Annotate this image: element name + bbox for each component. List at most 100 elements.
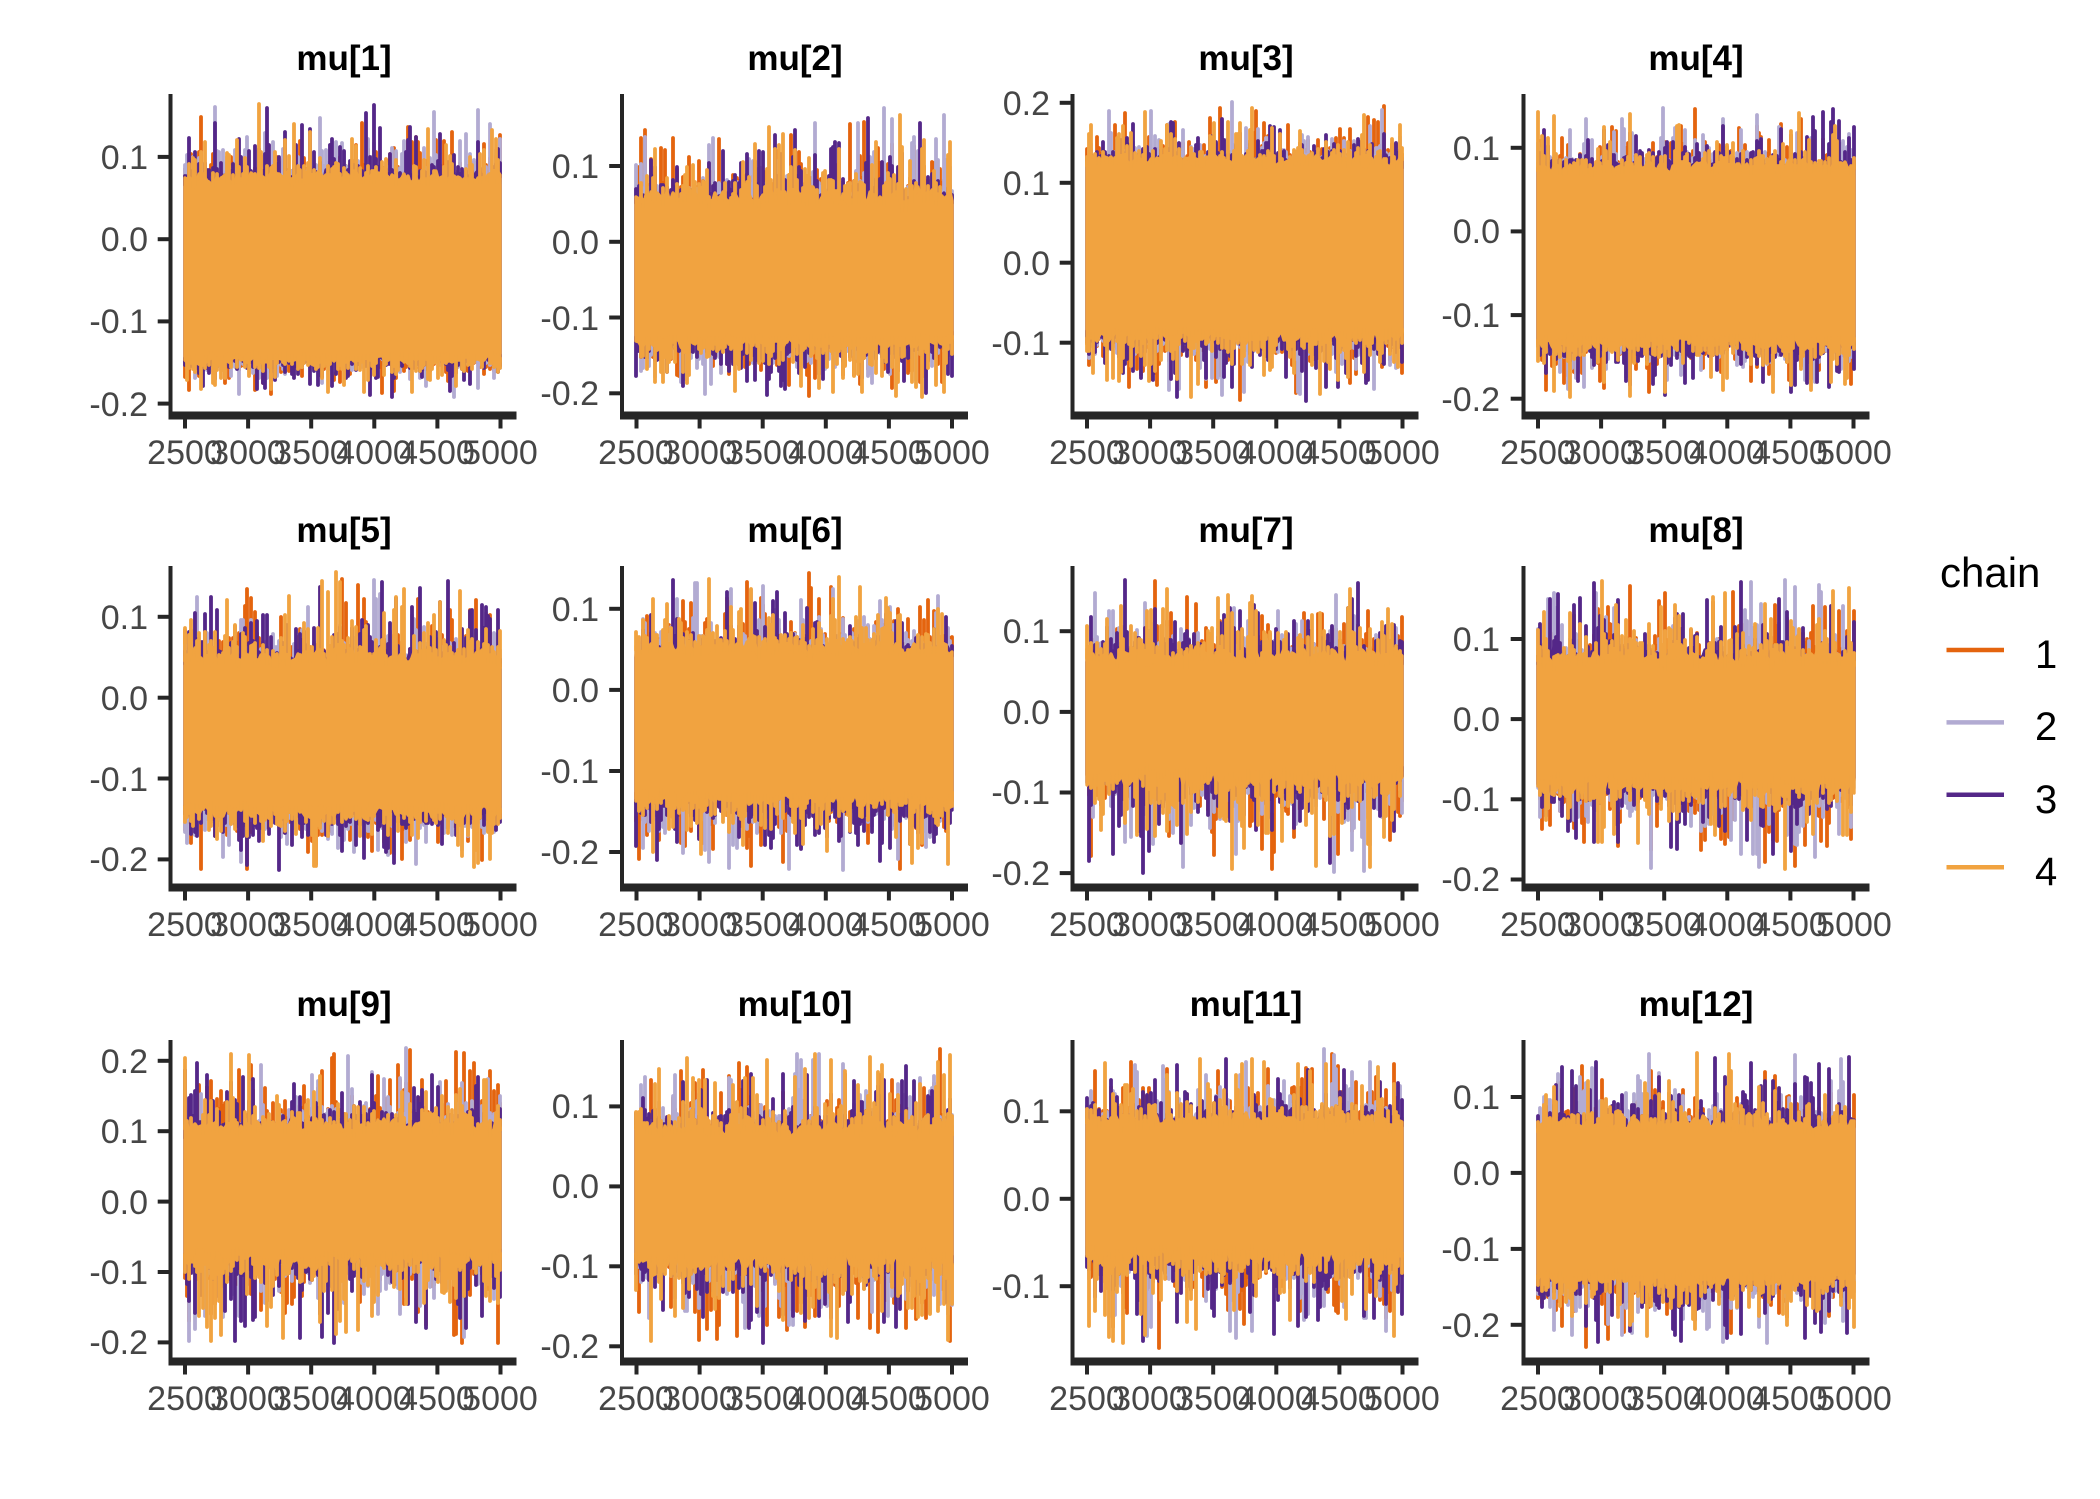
svg-text:-0.1: -0.1 bbox=[1441, 1231, 1500, 1269]
svg-text:3000: 3000 bbox=[1112, 434, 1188, 472]
svg-text:4000: 4000 bbox=[1238, 434, 1314, 472]
svg-text:0.1: 0.1 bbox=[1003, 165, 1050, 203]
svg-text:5000: 5000 bbox=[462, 434, 538, 472]
svg-text:4000: 4000 bbox=[788, 1380, 864, 1418]
svg-text:3000: 3000 bbox=[210, 434, 286, 472]
svg-text:0.0: 0.0 bbox=[1453, 701, 1500, 739]
svg-text:0.1: 0.1 bbox=[1003, 613, 1050, 651]
svg-text:5000: 5000 bbox=[914, 1380, 990, 1418]
svg-text:3500: 3500 bbox=[1175, 906, 1251, 944]
svg-text:3000: 3000 bbox=[1563, 906, 1639, 944]
svg-text:2500: 2500 bbox=[598, 434, 674, 472]
svg-text:4000: 4000 bbox=[336, 434, 412, 472]
svg-text:3500: 3500 bbox=[273, 1380, 349, 1418]
svg-text:-0.1: -0.1 bbox=[1441, 781, 1500, 819]
svg-text:0.1: 0.1 bbox=[552, 591, 599, 629]
svg-text:chain: chain bbox=[1940, 549, 2040, 596]
svg-text:mu[7]: mu[7] bbox=[1198, 511, 1293, 550]
svg-text:2500: 2500 bbox=[1049, 906, 1125, 944]
svg-text:3000: 3000 bbox=[210, 1380, 286, 1418]
svg-text:3500: 3500 bbox=[1626, 1380, 1702, 1418]
svg-text:3: 3 bbox=[2035, 778, 2057, 822]
svg-text:2: 2 bbox=[2035, 705, 2057, 749]
svg-text:0.1: 0.1 bbox=[1003, 1093, 1050, 1131]
svg-text:0.0: 0.0 bbox=[1003, 245, 1050, 283]
svg-text:-0.1: -0.1 bbox=[89, 1254, 148, 1292]
svg-text:3000: 3000 bbox=[662, 906, 738, 944]
svg-text:4500: 4500 bbox=[399, 434, 475, 472]
svg-text:-0.1: -0.1 bbox=[991, 325, 1050, 363]
svg-text:2500: 2500 bbox=[147, 1380, 223, 1418]
svg-text:4: 4 bbox=[2035, 850, 2057, 894]
svg-text:-0.1: -0.1 bbox=[89, 303, 148, 341]
svg-text:-0.1: -0.1 bbox=[540, 753, 599, 791]
svg-text:-0.1: -0.1 bbox=[1441, 297, 1500, 335]
svg-text:0.0: 0.0 bbox=[101, 680, 148, 718]
svg-text:5000: 5000 bbox=[914, 906, 990, 944]
svg-text:0.1: 0.1 bbox=[552, 1088, 599, 1126]
svg-text:-0.2: -0.2 bbox=[1441, 861, 1500, 899]
svg-text:3500: 3500 bbox=[1175, 1380, 1251, 1418]
svg-text:4500: 4500 bbox=[1752, 1380, 1828, 1418]
svg-text:0.0: 0.0 bbox=[1453, 213, 1500, 251]
svg-text:0.1: 0.1 bbox=[552, 148, 599, 186]
svg-text:5000: 5000 bbox=[1816, 906, 1892, 944]
svg-text:-0.1: -0.1 bbox=[540, 1248, 599, 1286]
svg-text:-0.1: -0.1 bbox=[991, 1268, 1050, 1306]
svg-text:2500: 2500 bbox=[1500, 906, 1576, 944]
svg-text:3500: 3500 bbox=[725, 906, 801, 944]
svg-text:3500: 3500 bbox=[273, 434, 349, 472]
svg-text:-0.2: -0.2 bbox=[89, 1324, 148, 1362]
svg-text:0.0: 0.0 bbox=[1453, 1155, 1500, 1193]
svg-text:2500: 2500 bbox=[1049, 1380, 1125, 1418]
svg-text:0.0: 0.0 bbox=[552, 1168, 599, 1206]
svg-text:3500: 3500 bbox=[1626, 906, 1702, 944]
svg-text:3500: 3500 bbox=[1175, 434, 1251, 472]
svg-text:4500: 4500 bbox=[1301, 906, 1377, 944]
svg-text:0.0: 0.0 bbox=[552, 672, 599, 710]
svg-text:0.1: 0.1 bbox=[1453, 130, 1500, 168]
svg-text:2500: 2500 bbox=[1049, 434, 1125, 472]
svg-text:mu[11]: mu[11] bbox=[1190, 985, 1303, 1024]
svg-text:mu[2]: mu[2] bbox=[747, 39, 842, 78]
svg-text:4500: 4500 bbox=[1301, 434, 1377, 472]
svg-text:-0.2: -0.2 bbox=[991, 855, 1050, 893]
svg-text:mu[9]: mu[9] bbox=[296, 985, 391, 1024]
svg-text:5000: 5000 bbox=[1816, 434, 1892, 472]
svg-text:-0.1: -0.1 bbox=[89, 761, 148, 799]
svg-text:4000: 4000 bbox=[788, 434, 864, 472]
svg-text:2500: 2500 bbox=[1500, 1380, 1576, 1418]
svg-text:5000: 5000 bbox=[1364, 1380, 1440, 1418]
svg-text:5000: 5000 bbox=[1816, 1380, 1892, 1418]
svg-text:4500: 4500 bbox=[1301, 1380, 1377, 1418]
svg-text:mu[1]: mu[1] bbox=[296, 39, 391, 78]
svg-text:4500: 4500 bbox=[1752, 434, 1828, 472]
svg-text:3000: 3000 bbox=[1112, 906, 1188, 944]
svg-text:mu[10]: mu[10] bbox=[738, 985, 853, 1024]
svg-text:0.0: 0.0 bbox=[101, 221, 148, 259]
svg-text:-0.2: -0.2 bbox=[540, 375, 599, 413]
svg-text:4500: 4500 bbox=[1752, 906, 1828, 944]
svg-text:-0.2: -0.2 bbox=[540, 834, 599, 872]
svg-text:-0.2: -0.2 bbox=[1441, 381, 1500, 419]
svg-text:3500: 3500 bbox=[1626, 434, 1702, 472]
svg-text:3500: 3500 bbox=[725, 1380, 801, 1418]
svg-text:3000: 3000 bbox=[1563, 1380, 1639, 1418]
svg-text:2500: 2500 bbox=[598, 906, 674, 944]
svg-text:3000: 3000 bbox=[1563, 434, 1639, 472]
svg-text:-0.2: -0.2 bbox=[89, 841, 148, 879]
svg-text:0.1: 0.1 bbox=[101, 1113, 148, 1151]
svg-text:2500: 2500 bbox=[1500, 434, 1576, 472]
svg-text:mu[6]: mu[6] bbox=[747, 511, 842, 550]
svg-text:4500: 4500 bbox=[399, 1380, 475, 1418]
svg-text:0.0: 0.0 bbox=[1003, 1181, 1050, 1219]
svg-text:4000: 4000 bbox=[1689, 906, 1765, 944]
svg-text:-0.2: -0.2 bbox=[1441, 1307, 1500, 1345]
svg-text:5000: 5000 bbox=[1364, 906, 1440, 944]
svg-text:0.1: 0.1 bbox=[1453, 1079, 1500, 1117]
svg-text:4000: 4000 bbox=[336, 1380, 412, 1418]
svg-text:3500: 3500 bbox=[725, 434, 801, 472]
svg-text:-0.2: -0.2 bbox=[89, 386, 148, 424]
svg-text:4500: 4500 bbox=[399, 906, 475, 944]
svg-text:-0.1: -0.1 bbox=[540, 300, 599, 338]
